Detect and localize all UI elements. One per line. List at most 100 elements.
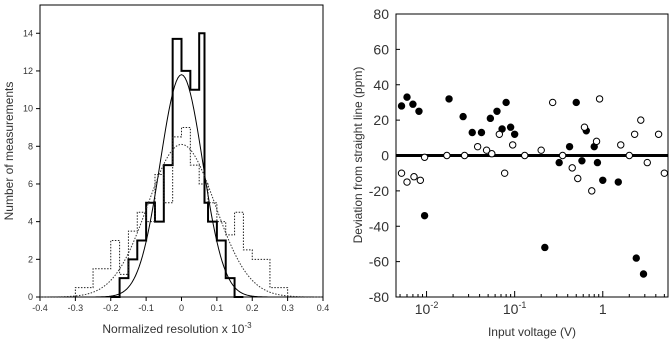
filled-data-point xyxy=(493,107,501,115)
open-data-point xyxy=(660,169,669,177)
x-tick-label: 0.1 xyxy=(211,303,224,313)
histogram-x-axis-label-exponent: -3 xyxy=(244,321,252,330)
open-data-point xyxy=(592,137,601,146)
filled-data-point xyxy=(639,270,648,278)
open-data-point xyxy=(460,151,469,160)
filled-data-point xyxy=(555,158,563,167)
filled-data-point xyxy=(502,98,510,107)
open-data-point xyxy=(537,146,545,154)
filled-data-point xyxy=(415,107,423,115)
open-data-point xyxy=(397,169,406,177)
x-tick-label: -0.4 xyxy=(32,303,48,313)
y-tick-label: 60 xyxy=(373,41,389,57)
filled-data-point xyxy=(445,95,453,103)
dotted-histogram-series xyxy=(74,126,289,297)
y-tick-label: -60 xyxy=(369,254,389,270)
filled-data-point xyxy=(578,157,586,165)
open-data-point xyxy=(588,187,596,195)
y-tick-label: 4 xyxy=(28,217,33,227)
open-data-point xyxy=(625,151,633,160)
filled-data-point xyxy=(409,100,417,108)
y-tick-label: 80 xyxy=(373,6,389,22)
x-tick-label: -0.1 xyxy=(138,303,154,313)
filled-data-point xyxy=(397,102,406,110)
y-tick-label: 20 xyxy=(373,112,389,128)
open-data-point xyxy=(521,151,529,160)
filled-data-point xyxy=(506,123,515,131)
y-tick-label: -80 xyxy=(369,289,389,305)
y-tick-label: 0 xyxy=(28,292,33,302)
histogram-y-axis-label: Number of measurements xyxy=(2,82,16,221)
filled-data-point xyxy=(420,211,429,220)
y-tick-label: 40 xyxy=(373,77,389,93)
y-tick-label: 8 xyxy=(28,141,33,151)
scatter-x-axis-label: Input voltage (V) xyxy=(488,325,576,339)
open-data-point xyxy=(595,95,604,103)
y-tick-label: -20 xyxy=(369,183,389,199)
x-tick-label-base: 10 xyxy=(415,301,431,317)
solid-gaussian-fit xyxy=(40,74,323,298)
open-data-point xyxy=(488,150,496,158)
x-tick-label: -0.2 xyxy=(103,303,119,313)
filled-data-point xyxy=(510,130,519,138)
x-tick-label: 0.4 xyxy=(317,303,330,313)
open-data-point xyxy=(495,130,504,138)
open-data-point xyxy=(508,141,517,149)
x-tick-label-exponent: -2 xyxy=(430,300,438,310)
open-data-point xyxy=(630,130,639,138)
y-tick-label: -40 xyxy=(369,218,389,234)
open-data-point xyxy=(500,169,509,177)
y-tick-label: 10 xyxy=(23,104,33,114)
open-data-point xyxy=(568,164,576,172)
filled-data-point xyxy=(572,98,580,107)
open-data-point xyxy=(654,130,663,138)
open-data-point xyxy=(473,142,482,151)
open-data-point xyxy=(420,153,429,161)
histogram-x-axis-label-text: Normalized resolution x 10 xyxy=(102,322,244,336)
y-tick-label: 6 xyxy=(28,179,33,189)
x-tick-label: 0 xyxy=(179,303,184,313)
filled-data-point xyxy=(565,142,574,151)
filled-data-point xyxy=(593,158,602,167)
y-tick-label: 14 xyxy=(23,28,33,38)
filled-data-point xyxy=(632,254,640,262)
open-data-point xyxy=(643,158,651,167)
x-tick-label: 10-1 xyxy=(503,300,527,317)
open-data-point xyxy=(548,98,557,107)
open-data-point xyxy=(574,174,582,183)
filled-data-point xyxy=(403,93,411,101)
open-data-point xyxy=(416,176,425,184)
open-data-point xyxy=(558,151,567,160)
scatter-y-axis-label: Deviation from straight line (ppm) xyxy=(351,67,365,244)
open-data-point xyxy=(637,116,645,124)
open-data-point xyxy=(403,178,411,186)
y-tick-label: 12 xyxy=(23,66,33,76)
filled-data-point xyxy=(486,114,495,123)
open-data-point xyxy=(617,141,625,149)
x-tick-label-base: 1 xyxy=(599,301,607,317)
x-tick-label: 0.2 xyxy=(246,303,259,313)
x-tick-label-exponent: -1 xyxy=(518,300,526,310)
filled-data-point xyxy=(459,112,467,121)
filled-data-point xyxy=(468,128,476,137)
x-tick-label-base: 10 xyxy=(503,301,519,317)
y-tick-label: 0 xyxy=(381,148,389,164)
open-data-point xyxy=(482,146,491,154)
solid-histogram-series xyxy=(110,32,244,298)
histogram-chart: -0.4 -0.3 -0.2 -0.1 0 0.1 0.2 0.3 0.4 0 2 4 6 8 10 12 14… xyxy=(2,4,330,336)
open-data-point xyxy=(410,173,418,181)
x-tick-label: -0.3 xyxy=(68,303,84,313)
dotted-gaussian-fit xyxy=(39,143,324,298)
filled-data-point xyxy=(599,176,607,184)
filled-data-point xyxy=(477,128,486,137)
filled-data-point xyxy=(541,243,549,252)
x-tick-label: 10-2 xyxy=(415,300,439,317)
x-tick-label: 1 xyxy=(599,301,607,317)
filled-data-point xyxy=(614,178,622,186)
open-data-point xyxy=(443,151,451,160)
open-data-point xyxy=(580,123,589,131)
histogram-x-axis-label: Normalized resolution x 10-3 xyxy=(102,321,252,336)
y-tick-label: 2 xyxy=(28,254,33,264)
